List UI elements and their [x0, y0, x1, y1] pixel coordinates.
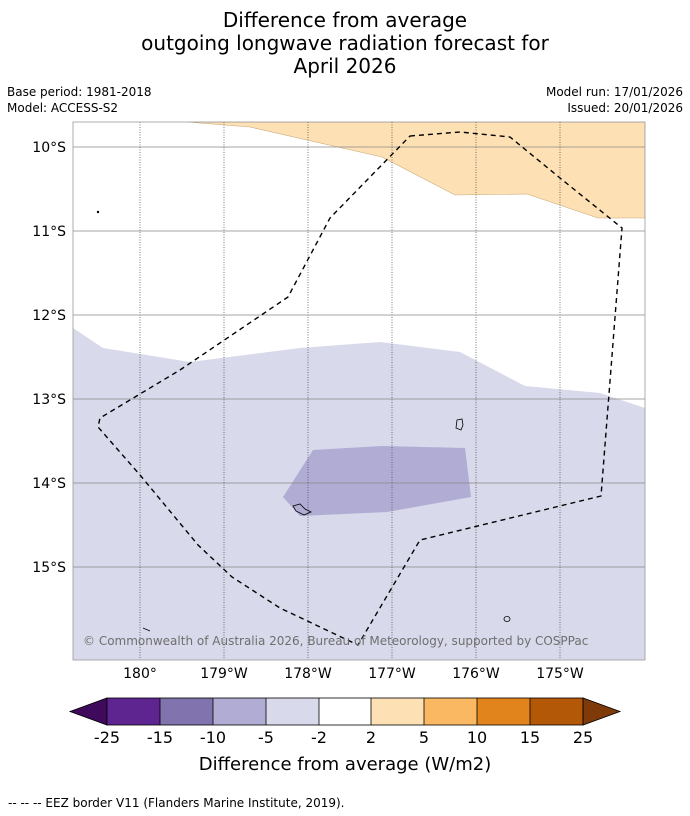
- lon-label: 175°W: [536, 666, 584, 682]
- colorbar-extend-high: [582, 697, 622, 726]
- map-area: [73, 122, 645, 660]
- island-outline: [142, 627, 151, 632]
- colorbar-title: Difference from average (W/m2): [199, 754, 491, 775]
- lat-label: 12°S: [32, 308, 66, 324]
- lat-label: 11°S: [32, 224, 66, 240]
- colorbar-segment: [213, 698, 266, 725]
- colorbar-extend-low: [68, 697, 108, 726]
- colorbar-segment: [319, 698, 371, 725]
- colorbar-tick-label: 15: [520, 728, 540, 747]
- island-outline: [292, 503, 312, 516]
- colorbar-segment: [477, 698, 530, 725]
- colorbar-tick-label: -25: [94, 728, 120, 747]
- island-outline: [503, 616, 511, 622]
- colorbar-tick-label: -5: [258, 728, 274, 747]
- colorbar-segment: [266, 698, 319, 725]
- island-outline: [455, 418, 464, 431]
- colorbar-ticks: -25 -15 -10 -5 -2 2 5 10 15 25: [94, 728, 593, 747]
- lon-label: 180°: [123, 666, 157, 682]
- model-run: Model run: 17/01/2026: [545, 85, 683, 99]
- colorbar-tick-label: -10: [200, 728, 226, 747]
- colorbar-segment: [424, 698, 477, 725]
- lon-label: 177°W: [368, 666, 416, 682]
- map-figure: © Commonwealth of Australia 2026, Bureau…: [32, 121, 646, 775]
- colorbar-tick-label: 5: [419, 728, 429, 747]
- eez-border: [97, 131, 623, 646]
- colorbar-tick-label: -2: [311, 728, 327, 747]
- colorbar-segment: [371, 698, 424, 725]
- title-line-1: Difference from average: [222, 8, 468, 32]
- lat-label: 14°S: [32, 476, 66, 492]
- lon-label: 179°W: [200, 666, 248, 682]
- colorbar-segment: [530, 698, 583, 725]
- colorbar-tick-label: 2: [366, 728, 376, 747]
- island-outline: [96, 210, 100, 214]
- colorbar-tick-label: 25: [573, 728, 593, 747]
- colorbar-segment: [160, 698, 213, 725]
- title-line-2: outgoing longwave radiation forecast for: [141, 31, 549, 55]
- island-outlines: [96, 210, 511, 632]
- lat-label: 10°S: [32, 140, 66, 156]
- eez-footnote: -- -- -- EEZ border V11 (Flanders Marine…: [8, 796, 345, 810]
- model-name: Model: ACCESS-S2: [7, 101, 119, 115]
- lon-label: 178°W: [284, 666, 332, 682]
- map-frame: [72, 121, 646, 661]
- colorbar-segment: [107, 698, 160, 725]
- base-period: Base period: 1981-2018: [7, 85, 152, 99]
- issued-date: Issued: 20/01/2026: [567, 101, 683, 115]
- anomaly-region-pos-2-5: [186, 122, 645, 219]
- colorbar-tick-label: 10: [467, 728, 487, 747]
- colorbar-tick-label: -15: [147, 728, 173, 747]
- copyright-text: © Commonwealth of Australia 2026, Bureau…: [83, 634, 588, 648]
- colorbar: -25 -15 -10 -5 -2 2 5 10 15 25 Differenc…: [68, 697, 622, 775]
- lat-label: 13°S: [32, 392, 66, 408]
- lon-label: 176°W: [452, 666, 500, 682]
- lat-label: 15°S: [32, 560, 66, 576]
- longitude-labels: 180° 179°W 178°W 177°W 176°W 175°W: [123, 666, 584, 682]
- latitude-labels: 10°S 11°S 12°S 13°S 14°S 15°S: [32, 140, 66, 576]
- anomaly-region-neg-5-10: [283, 446, 471, 516]
- title-line-3: April 2026: [293, 54, 397, 78]
